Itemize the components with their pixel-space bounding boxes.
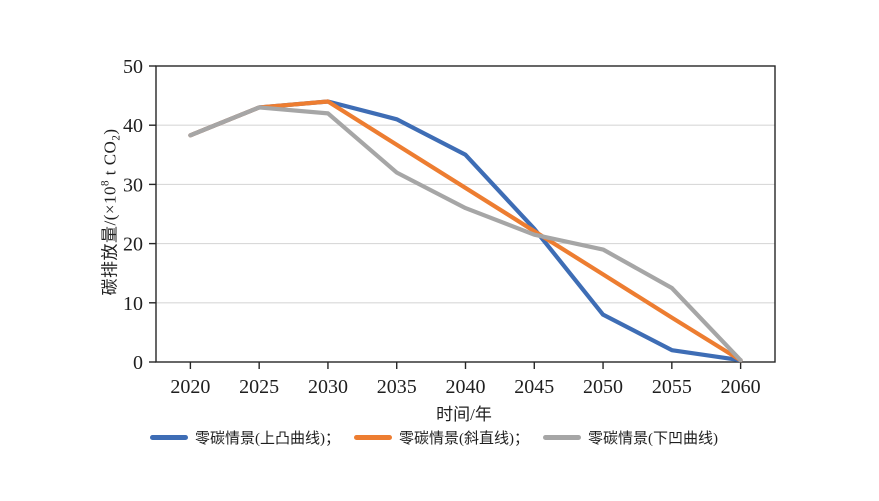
legend-swatch-concave xyxy=(543,435,581,440)
y-tick-label: 40 xyxy=(123,115,143,137)
legend-swatch-convex xyxy=(150,435,188,440)
legend-item-convex: 零碳情景(上凸曲线)； xyxy=(150,427,340,448)
legend-item-concave: 零碳情景(下凹曲线) xyxy=(543,427,718,448)
x-tick-label: 2030 xyxy=(308,376,348,398)
y-axis-title-unit: t CO xyxy=(100,140,120,181)
x-tick-label: 2035 xyxy=(377,376,417,398)
series-line-straight xyxy=(188,99,743,363)
x-tick-label: 2045 xyxy=(514,376,554,398)
x-tick-label: 2050 xyxy=(583,376,623,398)
y-axis-title-text: 碳排放量/(×10 xyxy=(100,186,120,296)
legend-label-straight: 零碳情景(斜直线)； xyxy=(399,431,529,447)
x-tick-label: 2020 xyxy=(170,376,210,398)
legend-swatch-straight xyxy=(354,435,392,440)
legend-label-concave: 零碳情景(下凹曲线) xyxy=(588,431,718,447)
x-tick-label: 2055 xyxy=(652,376,692,398)
y-tick-label: 50 xyxy=(123,56,143,78)
y-tick-label: 20 xyxy=(123,234,143,256)
legend: 零碳情景(上凸曲线)； 零碳情景(斜直线)； 零碳情景(下凹曲线) xyxy=(150,427,718,448)
legend-label-convex: 零碳情景(上凸曲线)； xyxy=(195,431,340,447)
series-line-concave xyxy=(188,105,743,363)
y-axis-title-subscript: 2 xyxy=(110,134,123,141)
y-axis-title-close: ) xyxy=(100,128,120,135)
x-axis-title: 时间/年 xyxy=(436,405,492,424)
series-line-convex xyxy=(188,99,743,363)
y-axis-title-superscript: 8 xyxy=(99,180,112,187)
y-tick-label: 30 xyxy=(123,174,143,196)
y-axis-title: 碳排放量/(×108 t CO2) xyxy=(95,128,123,296)
legend-item-straight: 零碳情景(斜直线)； xyxy=(354,427,529,448)
y-tick-label: 10 xyxy=(123,293,143,315)
y-tick-label: 0 xyxy=(133,352,143,374)
x-tick-label: 2025 xyxy=(239,376,279,398)
x-tick-label: 2040 xyxy=(446,376,486,398)
x-tick-label: 2060 xyxy=(721,376,761,398)
